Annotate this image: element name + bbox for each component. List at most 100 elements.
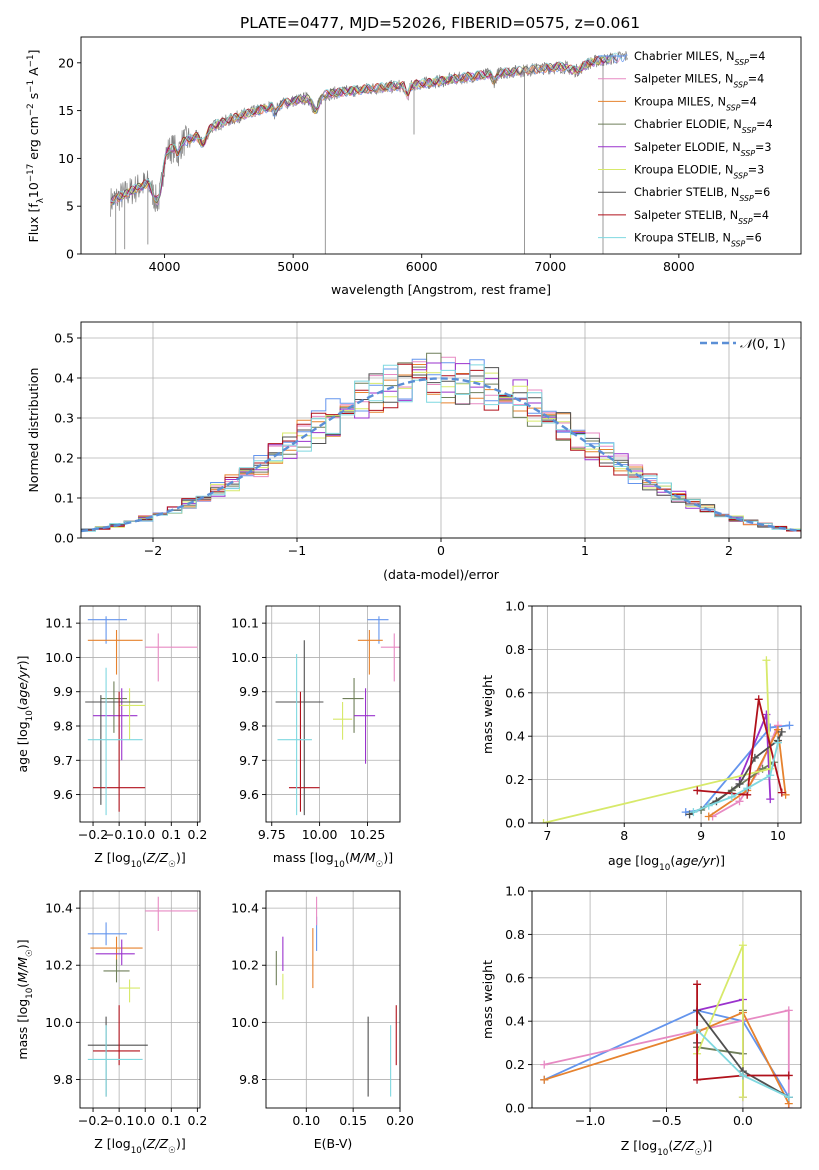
plot-area: [85, 616, 198, 816]
axes-frame: [79, 605, 201, 823]
y-tick-label: 0.8: [505, 642, 525, 657]
axes-mass-weight-vs-z: −1.0 −0.5 0.0 0.0 0.2 0.4 0.6 0.8 1.0 Z [log10(Z/…: [480, 884, 802, 1158]
data-point: [145, 633, 198, 682]
x-tick-label: −0.2: [78, 1113, 108, 1128]
weight-marker: [754, 695, 763, 704]
data-point: [357, 630, 383, 675]
x-tick-label: −0.1: [104, 827, 134, 842]
weight-marker: [539, 819, 548, 823]
y-tick-label: 0.0: [54, 531, 74, 546]
x-tick-label: 10.25: [350, 827, 386, 842]
x-tick-label: 2: [725, 543, 733, 558]
data-point: [87, 1016, 148, 1097]
data-point: [87, 1025, 143, 1097]
y-axis-label: mass weight: [480, 960, 495, 1039]
data-point: [87, 667, 143, 816]
model-spectrum: [110, 52, 623, 203]
data-point: [100, 681, 127, 733]
x-tick-label: −1: [288, 543, 306, 558]
y-tick-label: 10.1: [231, 616, 259, 631]
weight-marker: [540, 1075, 549, 1084]
x-tick-label: 7000: [534, 259, 566, 274]
y-tick-label: 10.2: [231, 958, 259, 973]
x-tick-label: 9: [697, 828, 705, 843]
weight-marker: [693, 786, 702, 795]
x-axis-label: (data-model)/error: [383, 567, 500, 582]
x-tick-label: −2: [144, 543, 162, 558]
x-tick-label: 0.10: [292, 1113, 320, 1128]
y-tick-label: 10.0: [231, 1015, 259, 1030]
x-axis-label: age [log10(age/yr)]: [608, 853, 725, 873]
data-point: [87, 922, 127, 946]
y-tick-label: 9.7: [239, 753, 259, 768]
data-point: [333, 702, 353, 740]
y-tick-label: 10.0: [45, 1015, 73, 1030]
y-tick-label: 0.1: [54, 491, 74, 506]
y-axis-label: Flux [fλ10−17 erg cm−2 s−1 A−1]: [26, 50, 46, 243]
weight-marker: [766, 795, 775, 804]
weight-series: [693, 742, 779, 813]
y-tick-label: 9.9: [239, 684, 259, 699]
axes-frame: [265, 605, 401, 823]
y-tick-label: 10.1: [45, 616, 73, 631]
weight-marker: [735, 779, 744, 788]
legend: Chabrier MILES, NSSP=4 Salpeter MILES, NS…: [598, 50, 773, 248]
legend-entry: 𝒩(0, 1): [740, 336, 786, 351]
y-axis-label: Normed distribution: [26, 368, 41, 493]
y-tick-label: 0: [66, 247, 74, 262]
y-axis-label: mass weight: [480, 675, 495, 754]
normal-curve: [81, 377, 801, 533]
axes-age-vs-mass: 9.75 10.00 10.25 9.6 9.7 9.8 9.9 10.0 10.1 mass […: [231, 605, 401, 870]
observed-spectrum: [110, 51, 628, 217]
weight-marker: [762, 656, 771, 665]
y-tick-label: 0.0: [505, 816, 525, 831]
y-tick-label: 0.3: [54, 411, 74, 426]
y-tick-label: 10.0: [231, 650, 259, 665]
x-axis-label: Z [log10(Z/Z☉)]: [94, 850, 185, 870]
y-tick-label: 0.4: [505, 1014, 525, 1029]
data-point: [367, 616, 389, 644]
weight-marker: [738, 1093, 747, 1102]
weight-marker: [738, 941, 747, 950]
y-tick-label: 0.2: [505, 1057, 525, 1072]
weight-marker: [777, 727, 786, 736]
x-tick-label: 0.20: [386, 1113, 414, 1128]
x-tick-label: 0.15: [339, 1113, 367, 1128]
legend-entry: Chabrier MILES, NSSP=4: [634, 50, 765, 67]
y-tick-label: 9.8: [53, 1072, 73, 1087]
y-tick-label: 10.4: [231, 901, 259, 916]
figure-title: PLATE=0477, MJD=52026, FIBERID=0575, z=0…: [240, 14, 640, 32]
x-tick-label: 10.00: [302, 827, 338, 842]
axes-residual-histogram: −2 −1 0 1 2 0.0 0.1 0.2 0.3 0.4 0.5 𝒩(0, 1) (data-mo…: [26, 321, 802, 582]
y-tick-label: 0.4: [54, 371, 74, 386]
weight-series: [696, 1010, 744, 1055]
weight-marker: [693, 1025, 702, 1034]
y-tick-label: 0.2: [505, 772, 525, 787]
axes-frame: [80, 321, 802, 539]
data-point: [87, 616, 127, 644]
y-tick-label: 9.6: [239, 787, 259, 802]
x-tick-label: 0: [437, 543, 445, 558]
weight-marker: [689, 808, 698, 817]
x-tick-label: 9.75: [258, 827, 286, 842]
data-point: [380, 633, 400, 682]
legend-entry: Salpeter MILES, NSSP=4: [634, 73, 764, 90]
y-tick-label: 0.2: [54, 451, 74, 466]
y-tick-label: 20: [58, 55, 74, 70]
plot-area: [110, 51, 628, 254]
x-tick-label: 8000: [663, 259, 695, 274]
y-tick-label: 9.7: [53, 753, 73, 768]
axes-frame: [265, 890, 401, 1109]
legend-entry: Chabrier STELIB, NSSP=6: [634, 186, 770, 203]
y-tick-label: 0.6: [505, 970, 525, 985]
legend-entry: Salpeter ELODIE, NSSP=3: [634, 141, 772, 158]
x-tick-label: −1.0: [575, 1113, 605, 1128]
x-tick-label: 0.0: [135, 827, 155, 842]
weight-marker: [784, 1071, 793, 1080]
axes-mass-vs-z: −0.2−0.1 0.0 0.1 0.2 9.8 10.0 10.2 10.4 Z [log10…: [15, 890, 207, 1156]
y-tick-label: 0.6: [505, 685, 525, 700]
plot-area: [87, 896, 198, 1097]
legend-entry: Kroupa STELIB, NSSP=6: [634, 232, 762, 249]
axes-mass-weight-vs-age: 7 8 9 10 0.0 0.2 0.4 0.6 0.8 1.0 age [log10(age/yr…: [480, 599, 802, 873]
